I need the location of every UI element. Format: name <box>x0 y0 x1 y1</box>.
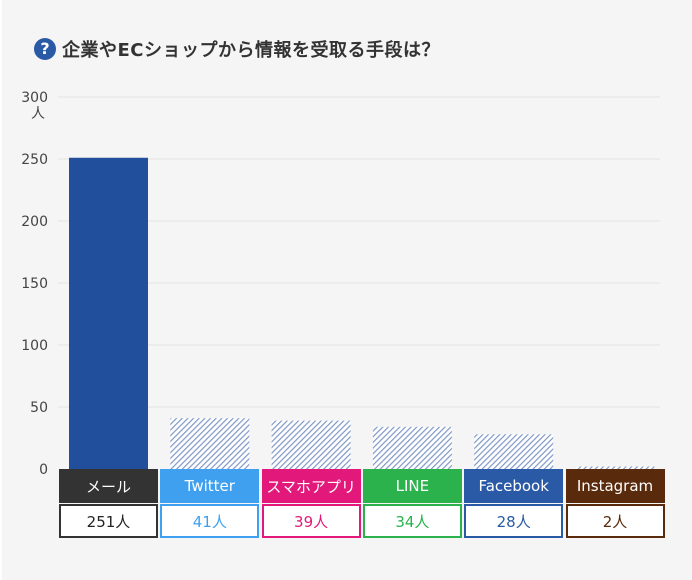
category-label: Instagram <box>565 469 665 503</box>
category-label: LINE <box>362 469 462 503</box>
question-circle-icon: ? <box>34 38 56 60</box>
bar <box>271 420 351 469</box>
bar <box>474 434 554 469</box>
y-tick-label: 50 <box>30 400 48 416</box>
value-label: 34人 <box>362 504 462 538</box>
y-axis-unit-label: 人 <box>31 106 45 122</box>
category-label: メール <box>59 469 158 503</box>
value-label: 251人 <box>59 504 158 538</box>
value-label: 39人 <box>261 504 361 538</box>
bar <box>69 157 148 469</box>
y-tick-label: 200 <box>21 214 48 230</box>
y-tick-label: 300 <box>21 90 48 106</box>
bar <box>372 426 452 469</box>
category-label: スマホアプリ <box>261 469 361 503</box>
chart-title: 企業やECショップから情報を受取る手段は？ <box>62 40 441 61</box>
value-label: 28人 <box>464 504 564 538</box>
y-tick-label: 0 <box>39 462 48 478</box>
y-tick-label: 250 <box>21 152 48 168</box>
value-label: 41人 <box>160 504 260 538</box>
bar <box>575 466 655 469</box>
y-axis-ticks: 0 50 100 150 200 250 300 <box>21 90 48 478</box>
category-label: Twitter <box>160 469 260 503</box>
y-tick-label: 150 <box>21 276 48 292</box>
grid-lines <box>58 96 660 408</box>
bars <box>69 157 655 469</box>
category-label: Facebook <box>464 469 564 503</box>
title-row: ? 企業やECショップから情報を受取る手段は？ <box>34 34 440 64</box>
bar <box>170 418 250 469</box>
value-label: 2人 <box>565 504 665 538</box>
y-tick-label: 100 <box>21 338 48 354</box>
